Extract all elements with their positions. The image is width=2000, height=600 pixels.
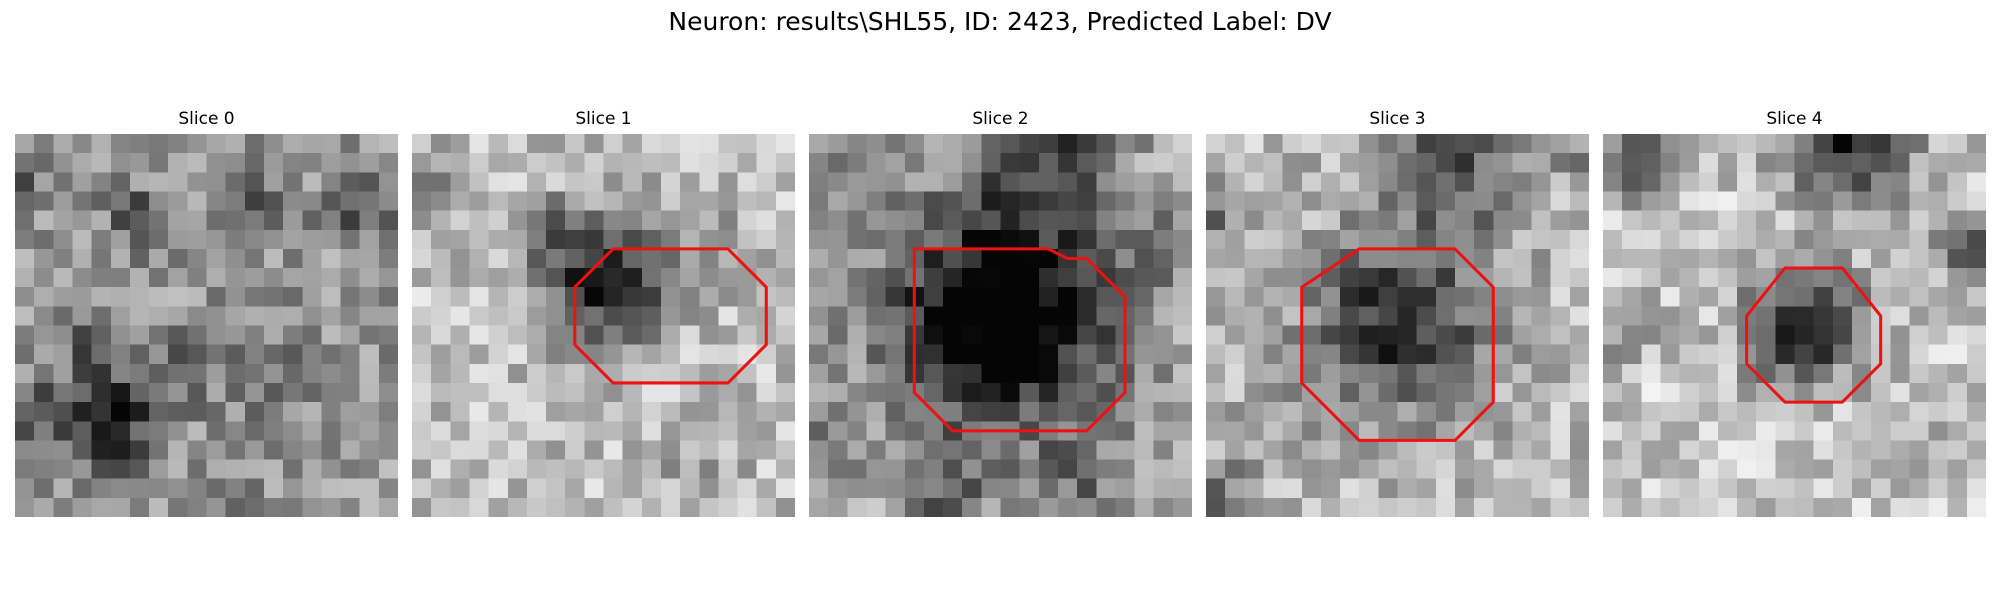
slice-4-image: [1603, 134, 1986, 517]
slice-3-image: [1206, 134, 1589, 517]
slice-4-contour: [1745, 266, 1883, 404]
slice-3-title: Slice 3: [1369, 109, 1426, 129]
slice-2-image: [809, 134, 1192, 517]
slice-0-title: Slice 0: [178, 109, 235, 129]
slice-1-roi-outline: [573, 247, 768, 385]
slice-0-image: [15, 134, 398, 517]
figure-title: Neuron: results\SHL55, ID: 2423, Predict…: [668, 7, 1332, 36]
slice-4-roi-outline: [1745, 266, 1883, 404]
slice-4-title: Slice 4: [1766, 109, 1823, 129]
slice-1-title: Slice 1: [575, 109, 632, 129]
slice-2-title: Slice 2: [972, 109, 1029, 129]
slice-1-contour: [573, 247, 768, 385]
slice-3-roi-outline: [1300, 247, 1495, 442]
slice-3-contour: [1300, 247, 1495, 442]
slice-2-roi-outline: [912, 247, 1127, 433]
slice-2-contour: [912, 247, 1127, 433]
slice-1-image: [412, 134, 795, 517]
